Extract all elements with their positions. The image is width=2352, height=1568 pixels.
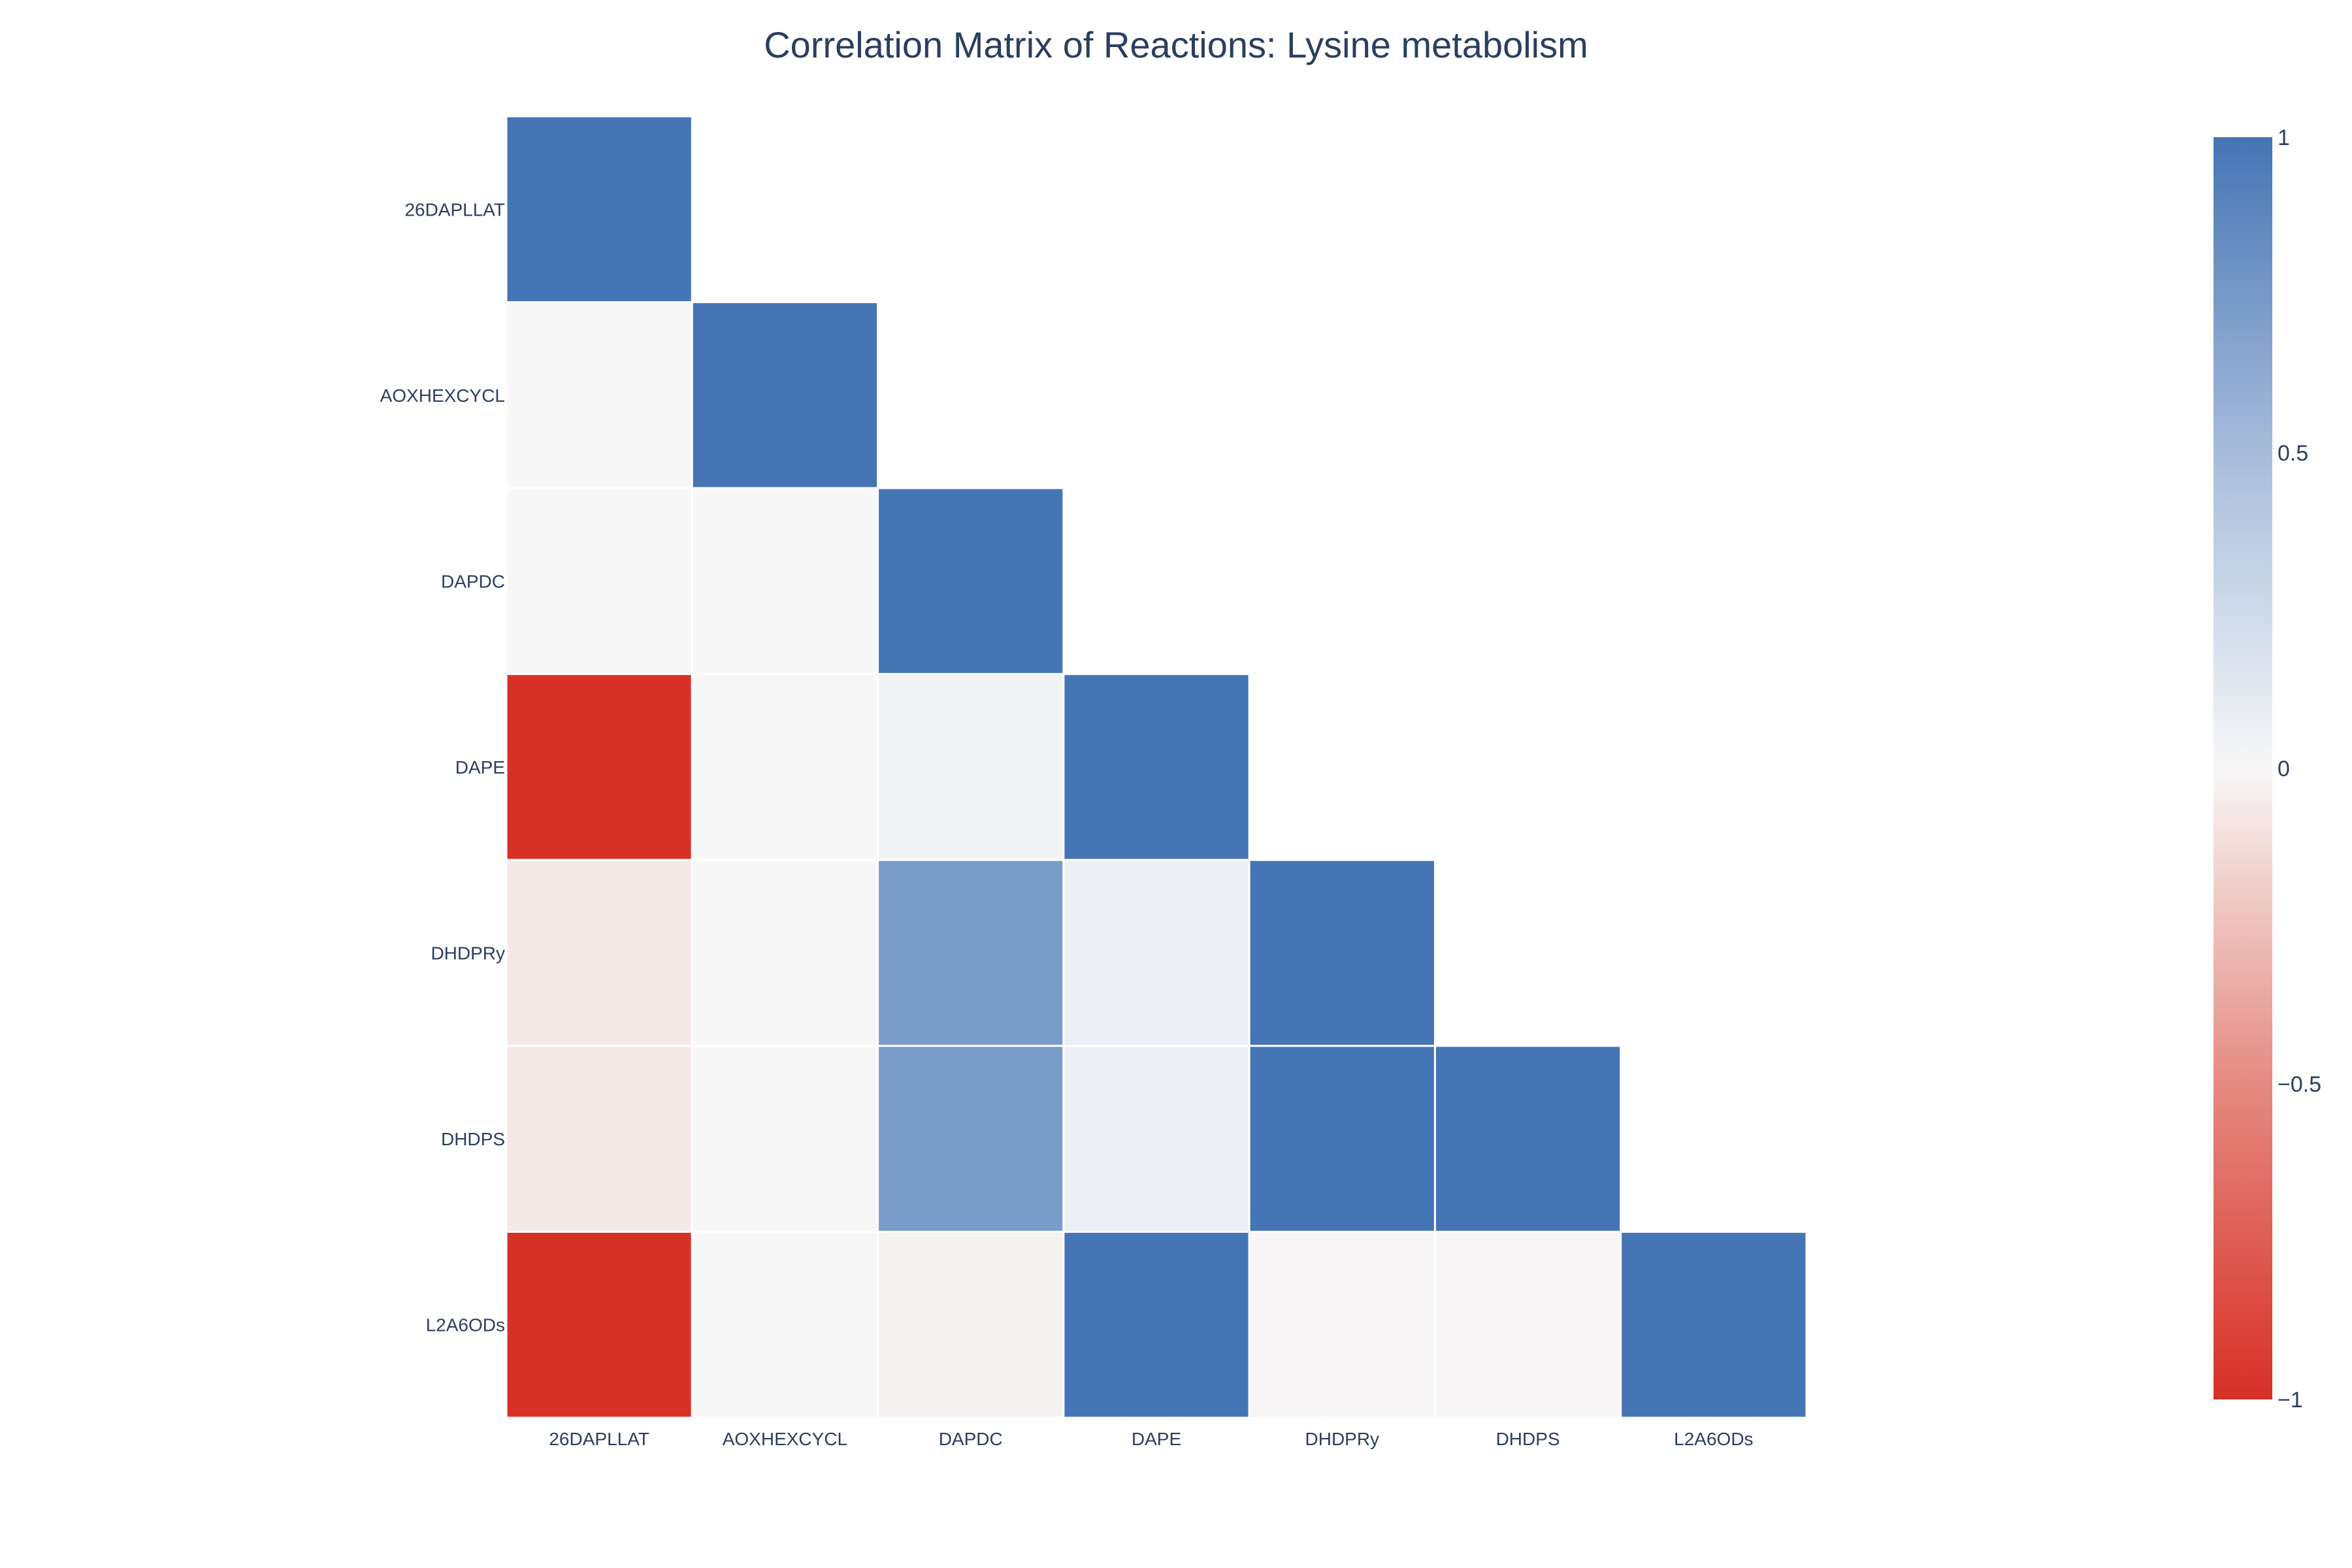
heatmap-cell-dhdpry-dhdpry[interactable] bbox=[1248, 858, 1436, 1047]
x-axis-ticks: 26DAPLLAT AOXHEXCYCL DAPDC DAPE DHDPRy DHDPS L… bbox=[549, 1429, 1753, 1449]
heatmap-cell-dhdps-26dapllat[interactable] bbox=[505, 1045, 693, 1233]
y-axis-ticks: 26DAPLLAT AOXHEXCYCL DAPDC DAPE DHDPRy DHDPS L… bbox=[380, 199, 505, 1335]
heatmap-cells bbox=[505, 115, 1808, 1419]
x-tick-label: AOXHEXCYCL bbox=[723, 1429, 847, 1449]
heatmap-cell-dhdps-dhdpry[interactable] bbox=[1248, 1045, 1436, 1233]
y-tick-label: DAPE bbox=[455, 757, 505, 777]
colorbar-tick-label: −0.5 bbox=[2278, 1072, 2321, 1097]
x-tick-label: DHDPRy bbox=[1305, 1429, 1380, 1449]
x-tick-label: DAPDC bbox=[939, 1429, 1003, 1449]
y-tick-label: DHDPS bbox=[441, 1129, 505, 1149]
colorbar: 1 0.5 0 −0.5 −1 bbox=[2213, 125, 2321, 1413]
colorbar-gradient bbox=[2213, 137, 2272, 1399]
heatmap-cell-dapdc-dapdc[interactable] bbox=[877, 487, 1065, 676]
colorbar-tick-label: 1 bbox=[2278, 125, 2290, 150]
heatmap-cell-dape-26dapllat[interactable] bbox=[505, 673, 693, 861]
x-tick-label: DAPE bbox=[1132, 1429, 1181, 1449]
heatmap-cell-26dapllat-26dapllat[interactable] bbox=[505, 115, 693, 304]
x-tick-label: 26DAPLLAT bbox=[549, 1429, 649, 1449]
chart-title: Correlation Matrix of Reactions: Lysine … bbox=[764, 24, 1588, 65]
heatmap-cell-dape-aoxhexcycl[interactable] bbox=[691, 673, 879, 861]
heatmap-cell-dhdps-dape[interactable] bbox=[1062, 1045, 1250, 1233]
y-tick-label: AOXHEXCYCL bbox=[380, 385, 505, 406]
x-tick-label: L2A6ODs bbox=[1674, 1429, 1753, 1449]
heatmap-cell-dapdc-26dapllat[interactable] bbox=[505, 487, 693, 676]
y-tick-label: DAPDC bbox=[441, 571, 505, 591]
colorbar-tick-label: −1 bbox=[2278, 1388, 2303, 1413]
heatmap-cell-dhdps-dapdc[interactable] bbox=[877, 1045, 1065, 1233]
heatmap-cell-dape-dapdc[interactable] bbox=[877, 673, 1065, 861]
x-tick-label: DHDPS bbox=[1496, 1429, 1560, 1449]
heatmap-cell-dhdps-aoxhexcycl[interactable] bbox=[691, 1045, 879, 1233]
heatmap-cell-l2a6ods-l2a6ods[interactable] bbox=[1620, 1230, 1808, 1419]
heatmap-cell-dhdpry-dape[interactable] bbox=[1062, 858, 1250, 1047]
heatmap-cell-l2a6ods-dape[interactable] bbox=[1062, 1230, 1250, 1419]
y-tick-label: DHDPRy bbox=[431, 943, 505, 964]
heatmap-cell-aoxhexcycl-aoxhexcycl[interactable] bbox=[691, 301, 879, 489]
heatmap-cell-dhdps-dhdps[interactable] bbox=[1433, 1045, 1622, 1233]
y-tick-label: 26DAPLLAT bbox=[404, 199, 505, 220]
heatmap-cell-dhdpry-dapdc[interactable] bbox=[877, 858, 1065, 1047]
colorbar-tick-label: 0 bbox=[2278, 757, 2290, 781]
heatmap-cell-l2a6ods-dhdps[interactable] bbox=[1433, 1230, 1622, 1419]
heatmap-cell-l2a6ods-dapdc[interactable] bbox=[877, 1230, 1065, 1419]
heatmap-cell-l2a6ods-26dapllat[interactable] bbox=[505, 1230, 693, 1419]
y-tick-label: L2A6ODs bbox=[426, 1315, 505, 1335]
heatmap-cell-dapdc-aoxhexcycl[interactable] bbox=[691, 487, 879, 676]
colorbar-tick-label: 0.5 bbox=[2278, 441, 2308, 466]
heatmap-cell-dape-dape[interactable] bbox=[1062, 673, 1250, 861]
heatmap-cell-l2a6ods-dhdpry[interactable] bbox=[1248, 1230, 1436, 1419]
heatmap-cell-aoxhexcycl-26dapllat[interactable] bbox=[505, 301, 693, 489]
heatmap-cell-dhdpry-26dapllat[interactable] bbox=[505, 858, 693, 1047]
heatmap-cell-l2a6ods-aoxhexcycl[interactable] bbox=[691, 1230, 879, 1419]
heatmap-cell-dhdpry-aoxhexcycl[interactable] bbox=[691, 858, 879, 1047]
